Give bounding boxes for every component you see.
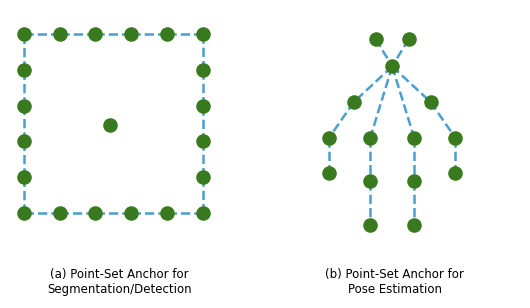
Point [404, 37, 413, 42]
Point [426, 99, 435, 104]
Point [451, 171, 460, 176]
Point [198, 139, 207, 144]
Point [198, 67, 207, 72]
Point [163, 210, 171, 215]
Point [198, 210, 207, 215]
Text: (a) Point-Set Anchor for
Segmentation/Detection: (a) Point-Set Anchor for Segmentation/De… [47, 268, 191, 296]
Point [451, 135, 460, 140]
Point [366, 223, 375, 228]
Point [20, 103, 28, 108]
Point [410, 223, 418, 228]
Point [56, 31, 64, 36]
Point [366, 179, 375, 184]
Point [163, 31, 171, 36]
Point [198, 103, 207, 108]
Point [325, 135, 333, 140]
Point [127, 210, 136, 215]
Point [410, 179, 418, 184]
Point [350, 99, 358, 104]
Point [127, 31, 136, 36]
Point [105, 122, 114, 127]
Point [91, 31, 100, 36]
Point [20, 139, 28, 144]
Point [325, 171, 333, 176]
Point [91, 210, 100, 215]
Point [198, 31, 207, 36]
Text: (b) Point-Set Anchor for
Pose Estimation: (b) Point-Set Anchor for Pose Estimation [325, 268, 464, 296]
Point [56, 210, 64, 215]
Point [410, 135, 418, 140]
Point [388, 64, 396, 69]
Point [20, 210, 28, 215]
Point [20, 31, 28, 36]
Point [372, 37, 380, 42]
Point [198, 175, 207, 180]
Point [20, 175, 28, 180]
Point [20, 67, 28, 72]
Point [366, 135, 375, 140]
